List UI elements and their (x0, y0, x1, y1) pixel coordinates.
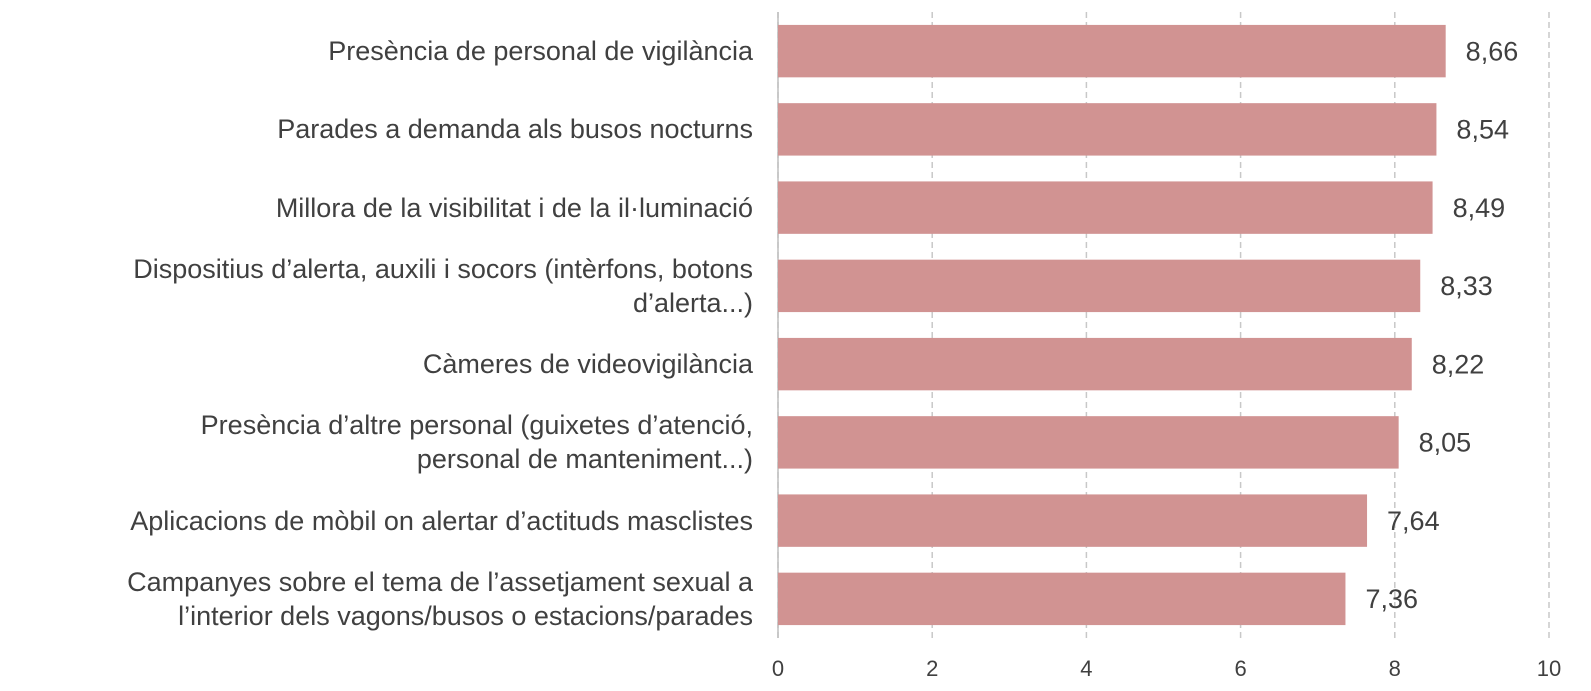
bar (778, 103, 1437, 156)
data-label: 8,66 (1466, 36, 1519, 66)
bar (778, 337, 1412, 391)
bar (778, 572, 1346, 626)
y-tick-label: Millora de la visibilitat i de la il·lum… (275, 192, 753, 223)
data-label: 8,22 (1432, 349, 1485, 379)
x-tick-label: 6 (1234, 656, 1246, 681)
bar (778, 416, 1399, 469)
y-tick-label: Campanyes sobre el tema de l’assetjament… (127, 566, 753, 631)
data-label: 8,05 (1419, 428, 1472, 458)
y-tick-label: Càmeres de videovigilància (422, 349, 753, 380)
x-tick-label: 8 (1389, 656, 1401, 681)
y-tick-label: Aplicacions de mòbil on alertar d’actitu… (130, 505, 753, 536)
bar (778, 259, 1421, 313)
x-tick-label: 10 (1537, 656, 1561, 681)
x-tick-label: 0 (772, 656, 784, 681)
data-label: 8,33 (1440, 271, 1493, 301)
y-tick-label: Presència d’altre personal (guixetes d’a… (200, 410, 753, 475)
data-label: 8,49 (1453, 193, 1506, 223)
x-tick-label: 4 (1080, 656, 1092, 681)
bar (778, 181, 1433, 234)
y-tick-label: Presència de personal de vigilància (328, 36, 753, 67)
bar (778, 494, 1368, 547)
data-label: 7,36 (1365, 584, 1418, 614)
data-label: 7,64 (1387, 506, 1440, 536)
y-tick-label: Dispositius d’alerta, auxili i socors (i… (133, 253, 753, 318)
y-tick-label: Parades a demanda als busos nocturns (277, 114, 753, 145)
x-tick-label: 2 (926, 656, 938, 681)
bar (778, 24, 1446, 78)
data-label: 8,54 (1456, 115, 1509, 145)
